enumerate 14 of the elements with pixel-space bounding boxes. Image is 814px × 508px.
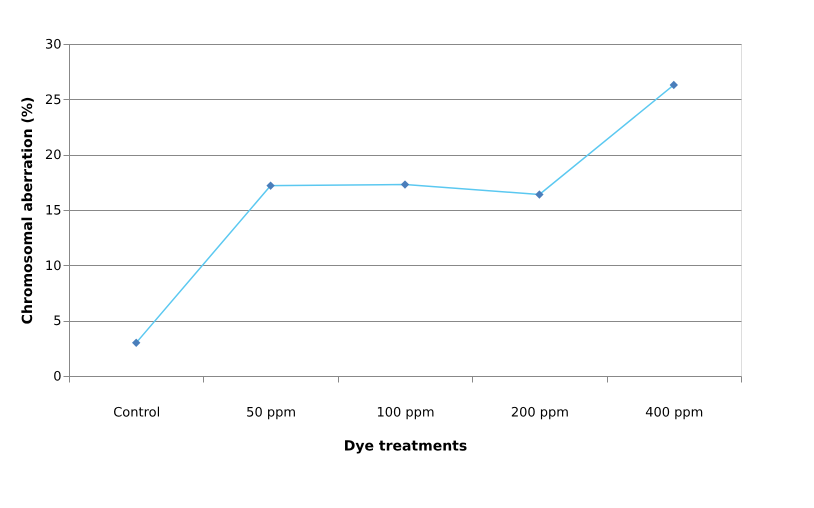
x-tick-label: Control [113, 406, 160, 420]
y-tick-label: 15 [44, 204, 62, 218]
x-tick-label: 400 ppm [645, 406, 704, 420]
x-tick-label: 200 ppm [510, 406, 569, 420]
x-axis-title: Dye treatments [344, 438, 468, 454]
y-tick-label: 0 [53, 370, 62, 384]
y-tick-label: 5 [53, 314, 62, 330]
x-tick-label: 100 ppm [376, 406, 435, 420]
x-tick-label: 50 ppm [246, 406, 296, 420]
y-tick-label: 30 [44, 38, 62, 52]
y-tick-label: 20 [44, 148, 62, 164]
y-tick-label: 10 [44, 258, 62, 274]
y-tick-label: 25 [44, 92, 62, 108]
y-axis-title: Chromosomal aberration (%) [20, 96, 36, 324]
